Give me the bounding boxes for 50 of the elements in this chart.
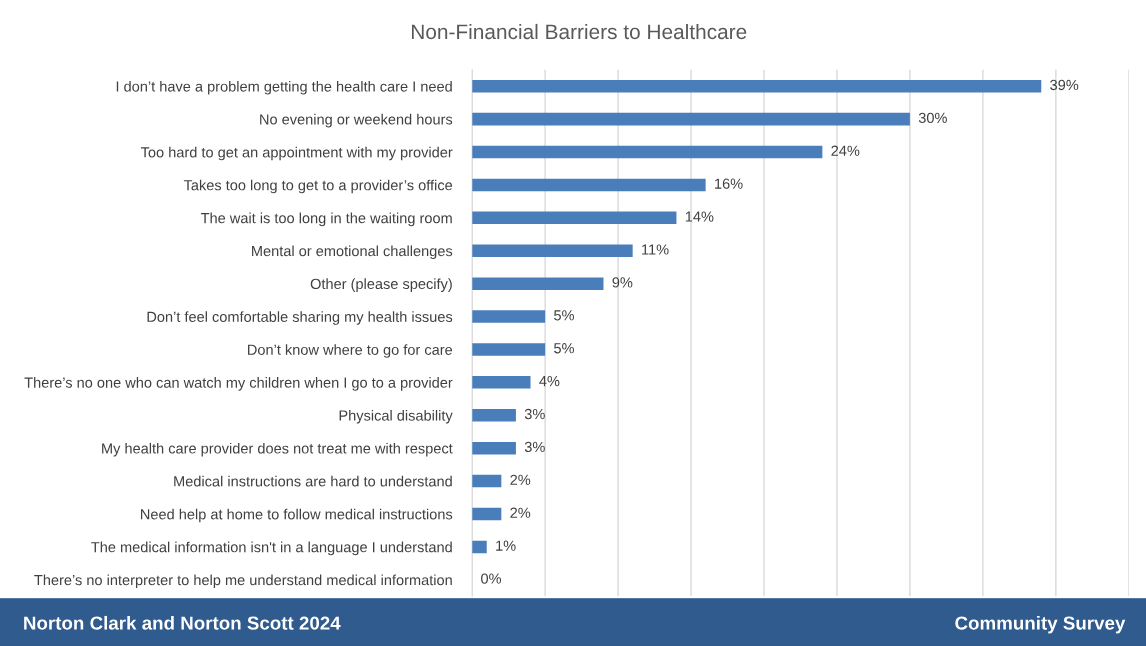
y-tick-label: No evening or weekend hours [260,113,453,128]
chart-title: Non-Financial Barriers to Healthcare [411,23,747,40]
bar [472,474,502,488]
data-label: 14% [685,211,714,222]
y-tick-label: Takes too long to get to a provider’s office [183,179,453,194]
y-tick-label: Physical disability [339,409,453,424]
bar [472,540,487,554]
y-tick-label: Too hard to get an appointment with my provider [140,146,453,161]
data-label: 39% [1050,79,1079,91]
bar [472,343,546,356]
bar [472,112,910,126]
bar [472,310,546,323]
bar [472,409,516,422]
y-tick-label: Don’t know where to go for care [248,344,453,358]
bar [472,79,1042,93]
data-label: 9% [612,277,633,288]
data-label: 3% [524,441,545,453]
bar [472,145,823,159]
bar [472,178,706,192]
data-label: 11% [642,244,669,255]
bar [472,244,633,257]
text: Norton Clark and Norton Scott 2024 [24,615,341,630]
data-label: 16% [715,178,743,189]
bar [472,376,531,389]
y-tick-label: There’s no interpreter to help me understand medical information [34,574,452,589]
data-label: 5% [554,343,575,354]
y-tick-label: My health care provider does not treat me with respect [102,442,453,457]
data-label: 5% [554,310,575,321]
data-label: 2% [510,474,531,485]
data-label: 3% [524,408,545,420]
data-label: 24% [831,145,860,156]
data-label: 4% [539,376,560,387]
y-tick-label: Don’t feel comfortable sharing my health issues [147,311,453,325]
bar [472,507,502,521]
data-label: 2% [510,507,531,518]
bar [472,211,677,225]
y-tick-label: Other (please specify) [310,278,452,292]
y-tick-label: There’s no one who can watch my children when I go to a provider [24,377,453,391]
text: Community Survey [955,615,1126,634]
y-tick-label: The wait is too long in the waiting room [200,212,452,227]
bar [472,277,604,290]
y-tick-label: Medical instructions are hard to understand [174,475,452,487]
y-tick-label: I don’t have a problem getting the health care I need [116,80,452,95]
bar [472,441,516,455]
y-tick-label: The medical information isn't in a language I understand [91,541,452,556]
y-tick-label: Mental or emotional challenges [252,245,453,260]
data-label: 30% [918,112,947,124]
data-label: 0% [481,573,502,584]
y-tick-label: Need help at home to follow medical instructions [141,508,453,523]
data-label: 1% [496,540,516,551]
